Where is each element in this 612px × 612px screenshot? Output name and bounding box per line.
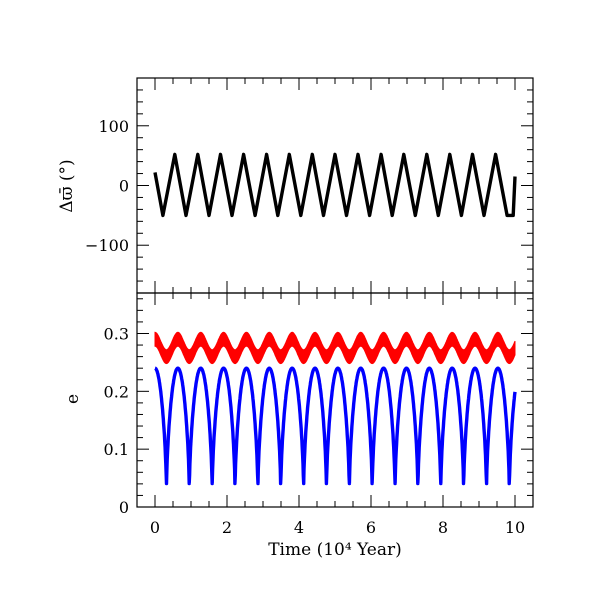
x-tick-label: 2 xyxy=(222,518,232,537)
top-frame xyxy=(136,77,534,294)
e-inner-series xyxy=(153,366,517,486)
top-y-tick-label: 0 xyxy=(119,177,129,196)
top-y-tick-label: 100 xyxy=(98,117,129,136)
e-outer-series xyxy=(154,331,516,365)
bottom-y-tick-label: 0 xyxy=(119,498,129,517)
bottom-y-tick-label: 0.1 xyxy=(104,440,129,459)
bottom-y-tick-label: 0.3 xyxy=(104,324,129,343)
x-axis-label: Time (10⁴ Year) xyxy=(268,540,402,560)
bottom-frame xyxy=(136,292,534,508)
delta-varpi-series xyxy=(153,152,517,218)
x-tick-label: 8 xyxy=(438,518,448,537)
bottom-panel: 0 0.1 0.2 0.3 0 2 4 6 8 10 xyxy=(104,292,534,537)
x-tick-label: 4 xyxy=(294,518,304,537)
top-y-tick-label: −100 xyxy=(85,236,129,255)
top-y-axis-label: Δϖ̄ (°) xyxy=(57,159,77,212)
bottom-y-axis-label: e xyxy=(63,394,83,404)
top-panel: 100 0 −100 xyxy=(85,77,534,294)
x-tick-label: 6 xyxy=(366,518,376,537)
x-tick-label: 10 xyxy=(505,518,525,537)
x-tick-label: 0 xyxy=(150,518,160,537)
bottom-y-tick-label: 0.2 xyxy=(104,382,129,401)
